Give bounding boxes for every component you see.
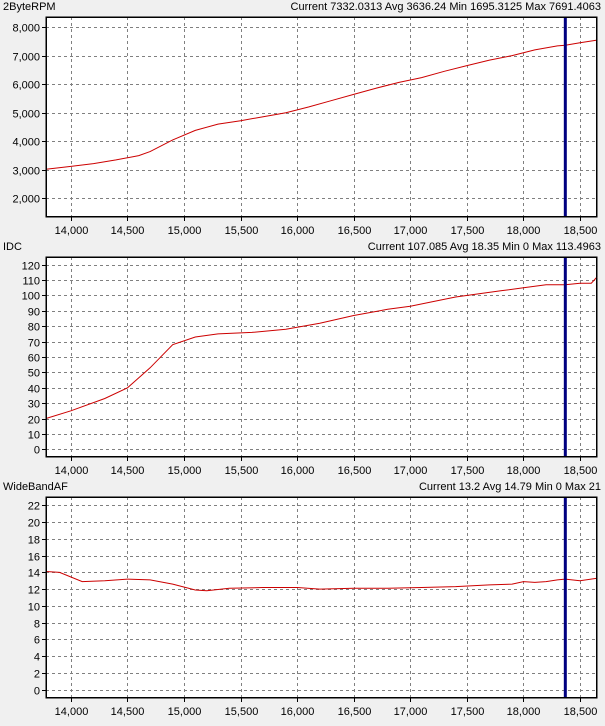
idc-x-tick-label: 18,500 [564,465,598,477]
wideband-y-tick-label: 20 [28,518,40,530]
idc-chart-plot[interactable]: 0 10 20 30 40 50 60 70 80 90 100 110 120 14,000 14,500… [0,240,605,480]
wideband-y-tick-label: 4 [34,652,40,664]
idc-chart-title: IDC [3,241,22,253]
idc-x-tick-label: 18,000 [507,465,541,477]
idc-chart-panel: IDC Current 107.085 Avg 18.35 Min 0 Max … [0,240,605,480]
idc-x-tick-label: 14,500 [111,465,145,477]
idc-x-tick-label: 17,500 [451,465,485,477]
idc-y-tick-label: 20 [28,415,40,427]
wideband-x-tick-label: 17,500 [451,706,485,718]
wideband-chart-header: WideBandAF Current 13.2 Avg 14.79 Min 0 … [0,480,605,494]
idc-chart-header: IDC Current 107.085 Avg 18.35 Min 0 Max … [0,240,605,254]
wideband-y-tick-label: 0 [34,686,40,698]
wideband-y-tick-label: 12 [28,585,40,597]
rpm-x-tick-label: 16,000 [281,225,315,237]
rpm-x-tick-label: 18,000 [507,225,541,237]
idc-x-tick-label: 16,500 [338,465,372,477]
idc-x-tick-label: 17,000 [394,465,428,477]
rpm-y-tick-label: 4,000 [12,137,40,149]
wideband-x-tick-label: 18,000 [507,706,541,718]
wideband-x-tick-label: 16,000 [281,706,315,718]
wideband-chart-plot[interactable]: 0 2 4 6 8 10 12 14 16 18 20 22 14,000 14,500 15,000 15,… [0,480,605,726]
wideband-y-tick-label: 10 [28,602,40,614]
wideband-series-line [45,571,598,592]
idc-y-tick-label: 0 [34,445,40,457]
rpm-y-tick-label: 8,000 [12,23,40,35]
idc-y-tick-label: 10 [28,430,40,442]
wideband-x-tick-label: 15,000 [168,706,202,718]
rpm-plot-area [45,16,598,218]
idc-y-tick-label: 70 [28,338,40,350]
rpm-x-tick-label: 14,500 [111,225,145,237]
rpm-chart-panel: 2ByteRPM Current 7332.0313 Avg 3636.24 M… [0,0,605,240]
idc-y-tick-label: 40 [28,384,40,396]
idc-y-tick-label: 60 [28,353,40,365]
rpm-y-tick-label: 6,000 [12,80,40,92]
rpm-chart-stats: Current 7332.0313 Avg 3636.24 Min 1695.3… [290,1,601,13]
rpm-x-tick-label: 17,000 [394,225,428,237]
wideband-x-tick-label: 18,500 [564,706,598,718]
rpm-chart-title: 2ByteRPM [3,1,56,13]
idc-chart-stats: Current 107.085 Avg 18.35 Min 0 Max 113.… [367,241,601,253]
idc-series-line [45,276,598,419]
wideband-y-tick-label: 2 [34,669,40,681]
idc-y-tick-label: 120 [22,261,40,273]
rpm-series-line [45,39,598,170]
wideband-plot-area [45,496,598,699]
rpm-x-tick-label: 16,500 [338,225,372,237]
wideband-y-tick-label: 22 [28,501,40,513]
wideband-y-tick-label: 6 [34,635,40,647]
idc-y-tick-label: 80 [28,322,40,334]
rpm-chart-header: 2ByteRPM Current 7332.0313 Avg 3636.24 M… [0,0,605,14]
wideband-chart-stats: Current 13.2 Avg 14.79 Min 0 Max 21 [418,481,601,493]
rpm-y-tick-label: 2,000 [12,194,40,206]
rpm-y-tick-label: 7,000 [12,52,40,64]
idc-y-tick-label: 30 [28,399,40,411]
rpm-x-tick-label: 14,000 [55,225,89,237]
wideband-x-tick-label: 14,500 [111,706,145,718]
idc-x-tick-label: 15,500 [225,465,259,477]
wideband-x-tick-label: 16,500 [338,706,372,718]
idc-x-tick-label: 16,000 [281,465,315,477]
wideband-y-tick-label: 8 [34,619,40,631]
rpm-x-tick-label: 15,500 [225,225,259,237]
rpm-x-tick-label: 18,500 [564,225,598,237]
wideband-y-tick-label: 14 [28,568,40,580]
wideband-y-tick-label: 16 [28,552,40,564]
wideband-chart-panel: WideBandAF Current 13.2 Avg 14.79 Min 0 … [0,480,605,726]
idc-y-tick-label: 100 [22,291,40,303]
wideband-plot-border [46,497,597,698]
idc-x-tick-label: 15,000 [168,465,202,477]
rpm-x-tick-label: 17,500 [451,225,485,237]
rpm-y-tick-label: 3,000 [12,166,40,178]
idc-y-tick-label: 90 [28,307,40,319]
idc-y-tick-label: 50 [28,368,40,380]
rpm-x-tick-label: 15,000 [168,225,202,237]
wideband-x-tick-label: 15,500 [225,706,259,718]
wideband-chart-title: WideBandAF [3,481,68,493]
rpm-chart-plot[interactable]: 2,000 3,000 4,000 5,000 6,000 7,000 8,000 14,00… [0,0,605,240]
wideband-x-tick-label: 17,000 [394,706,428,718]
idc-y-tick-label: 110 [22,276,40,288]
idc-x-tick-label: 14,000 [55,465,89,477]
wideband-y-tick-label: 18 [28,535,40,547]
idc-plot-border [46,257,597,457]
rpm-plot-border [46,17,597,217]
rpm-y-tick-label: 5,000 [12,109,40,121]
wideband-x-tick-label: 14,000 [55,706,89,718]
